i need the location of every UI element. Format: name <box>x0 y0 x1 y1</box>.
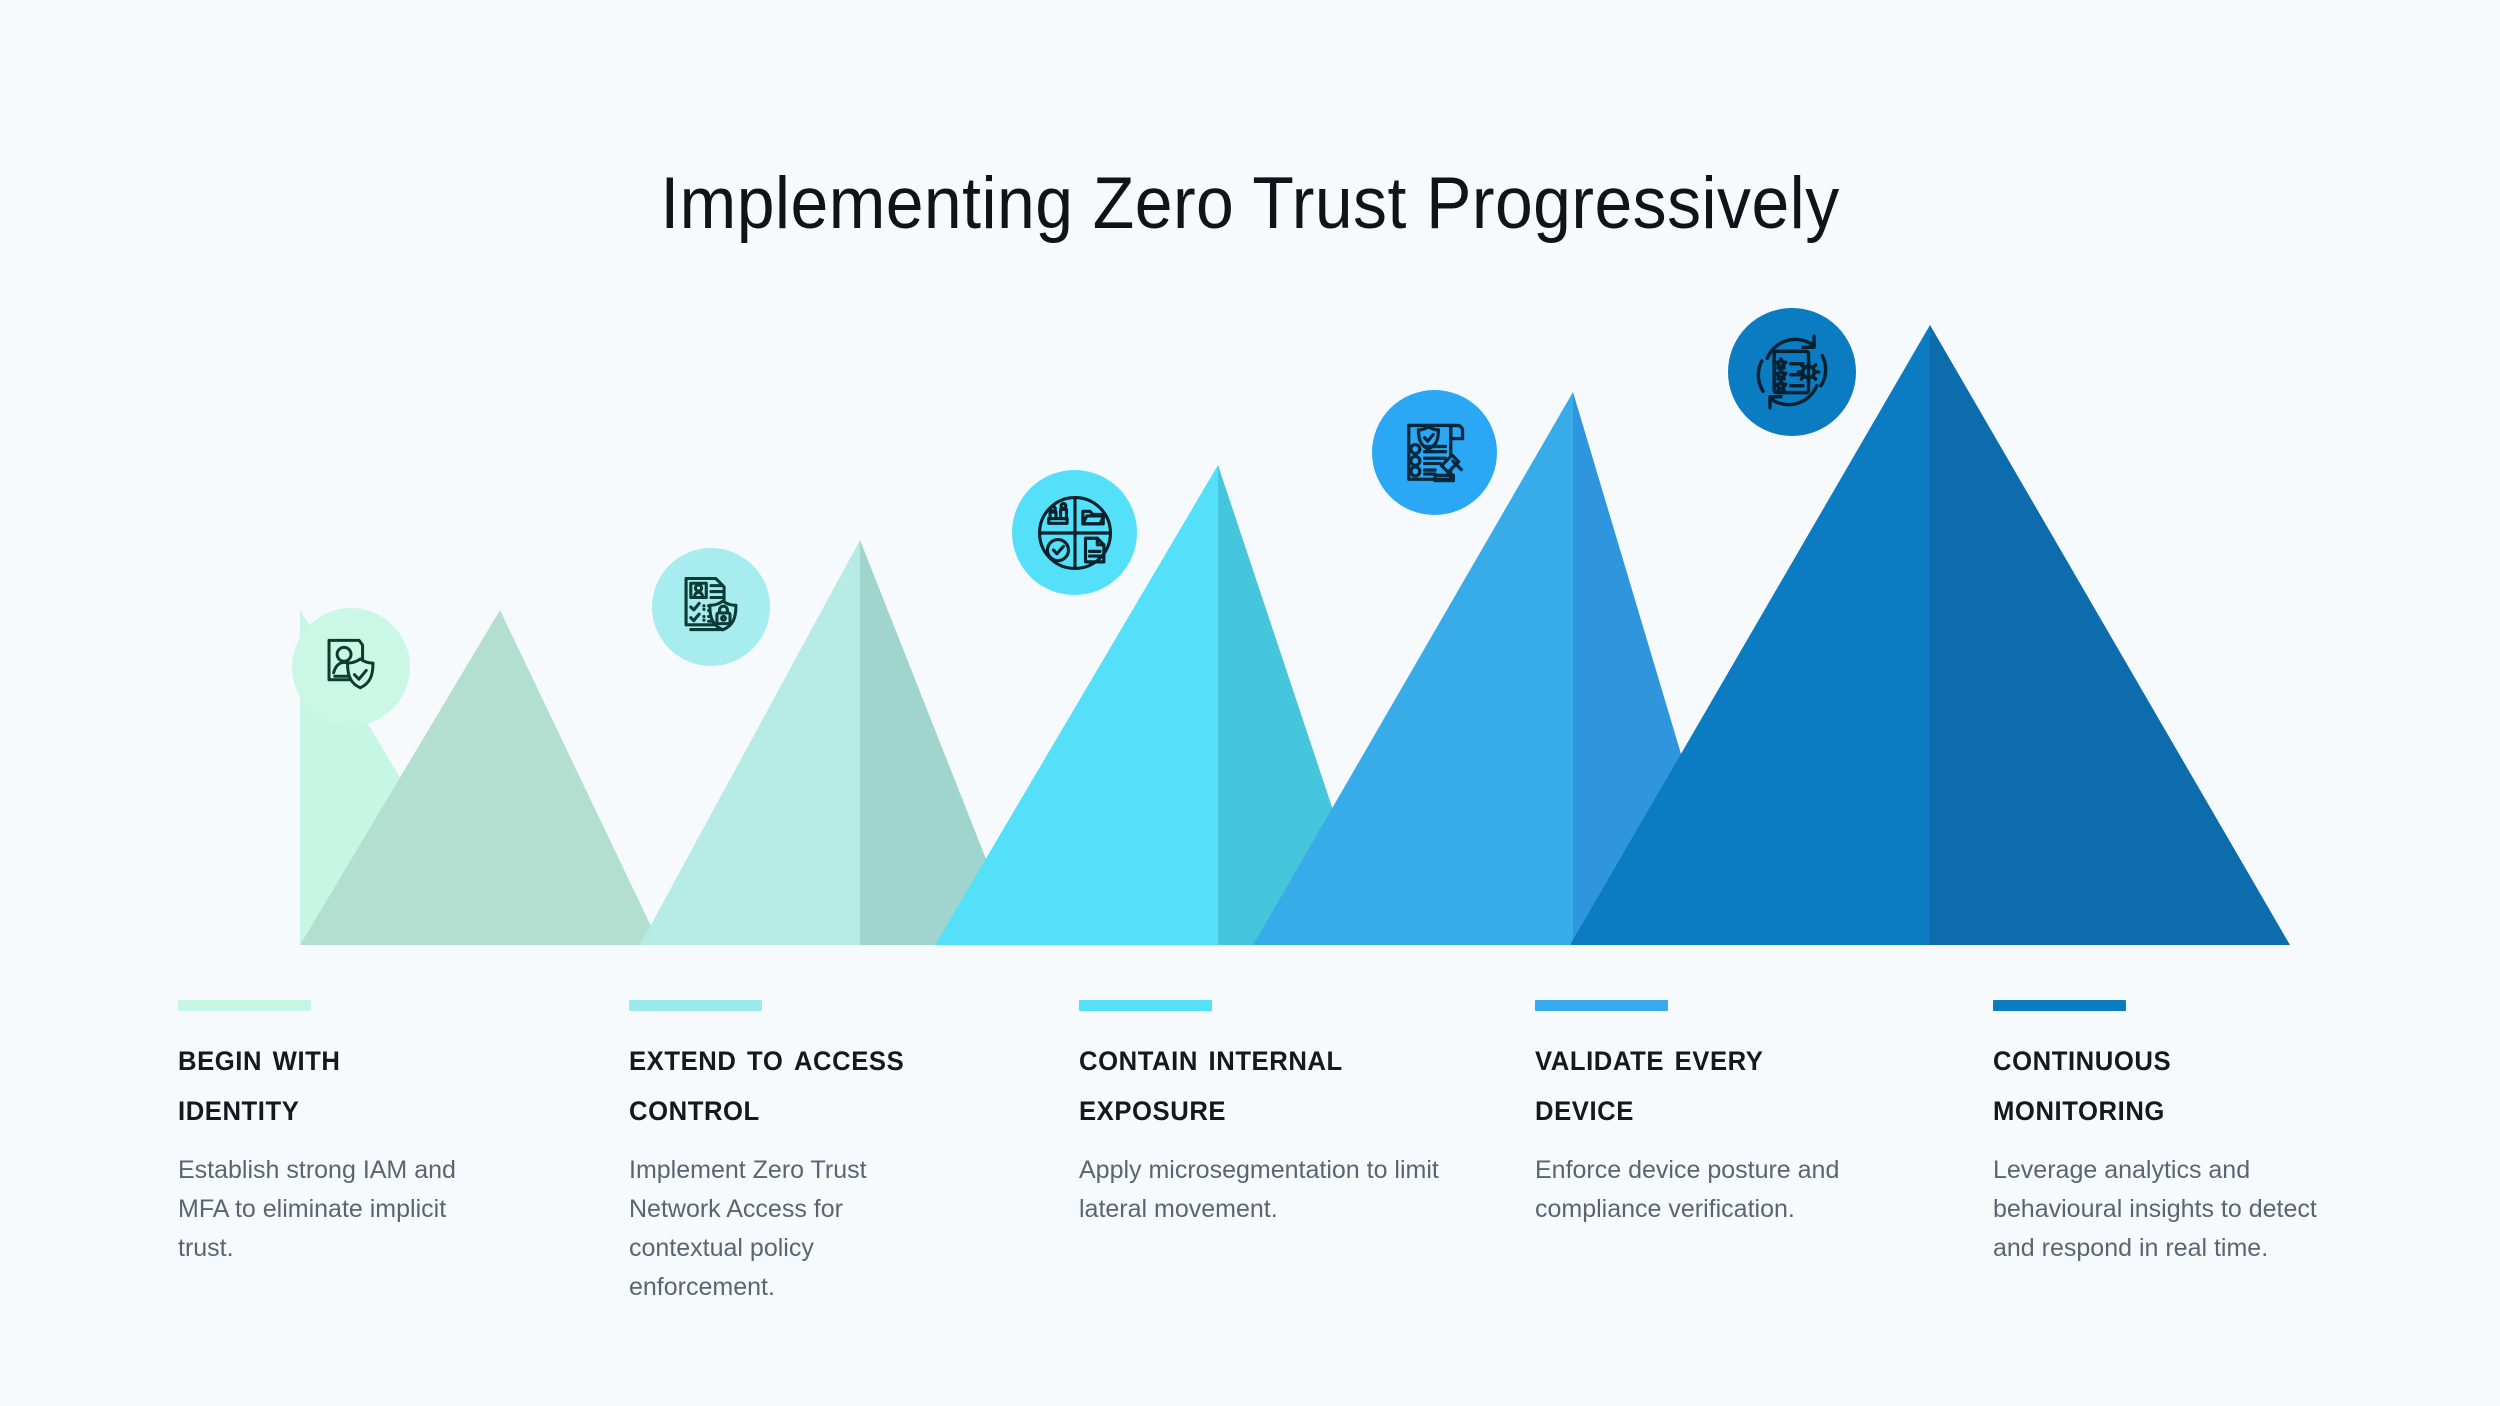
mountain-2-light-face <box>640 540 860 945</box>
step-5-body: Leverage analytics and behavioural insig… <box>1993 1156 2317 1262</box>
step-2-body: Implement Zero Trust Network Access for … <box>629 1156 867 1301</box>
quadrant-segmentation-icon <box>1037 495 1112 570</box>
policy-gavel-shield-icon <box>1406 423 1464 482</box>
step-4-accent-bar <box>1535 1000 1668 1011</box>
step-card-2: Extend to Access Control Implement Zero … <box>629 1000 959 1307</box>
document-checklist-lock-icon <box>684 576 738 632</box>
page-title: Implementing Zero Trust Progressively <box>660 162 1840 244</box>
step-5-icon-badge[interactable] <box>1728 308 1856 436</box>
mountain-1-dark-face <box>300 610 660 945</box>
continuous-cycle-gear-icon <box>1756 334 1828 410</box>
mountain-5 <box>1570 325 2290 945</box>
step-5-accent-bar <box>1993 1000 2126 1011</box>
step-card-5: Continuous Monitoring Leverage analytics… <box>1993 1000 2353 1268</box>
step-card-1: Begin with Identity Establish strong IAM… <box>178 1000 478 1268</box>
step-2-accent-bar <box>629 1000 762 1011</box>
step-card-3: Contain Internal Exposure Apply microseg… <box>1079 1000 1479 1229</box>
id-card-shield-check-icon <box>327 638 375 690</box>
steps-legend: Begin with Identity Establish strong IAM… <box>0 1000 2500 1360</box>
mountain-5-dark-face <box>1930 325 2290 945</box>
step-5-heading: Continuous Monitoring <box>1993 1037 2172 1129</box>
step-3-accent-bar <box>1079 1000 1212 1011</box>
step-card-4: Validate Every Device Enforce device pos… <box>1535 1000 1875 1229</box>
step-3-body: Apply microsegmentation to limit lateral… <box>1079 1156 1439 1223</box>
step-4-icon-badge[interactable] <box>1372 390 1497 515</box>
mountain-4-light-face <box>1253 392 1573 945</box>
step-3-heading: Contain Internal Exposure <box>1079 1037 1343 1129</box>
step-1-icon-badge[interactable] <box>292 608 410 726</box>
step-2-icon-badge[interactable] <box>652 548 770 666</box>
step-1-accent-bar <box>178 1000 311 1011</box>
step-2-heading: Extend to Access Control <box>629 1037 905 1129</box>
mountain-3-light-face <box>935 465 1218 945</box>
step-1-heading: Begin with Identity <box>178 1037 341 1129</box>
step-4-heading: Validate Every Device <box>1535 1037 1764 1129</box>
mountain-2 <box>640 540 1020 945</box>
step-1-body: Establish strong IAM and MFA to eliminat… <box>178 1156 456 1262</box>
mountain-5-light-face <box>1570 325 1930 945</box>
mountain-range-chart <box>300 325 2290 945</box>
mountain-2-dark-face <box>860 540 1020 945</box>
step-4-body: Enforce device posture and compliance ve… <box>1535 1156 1840 1223</box>
step-3-icon-badge[interactable] <box>1012 470 1137 595</box>
